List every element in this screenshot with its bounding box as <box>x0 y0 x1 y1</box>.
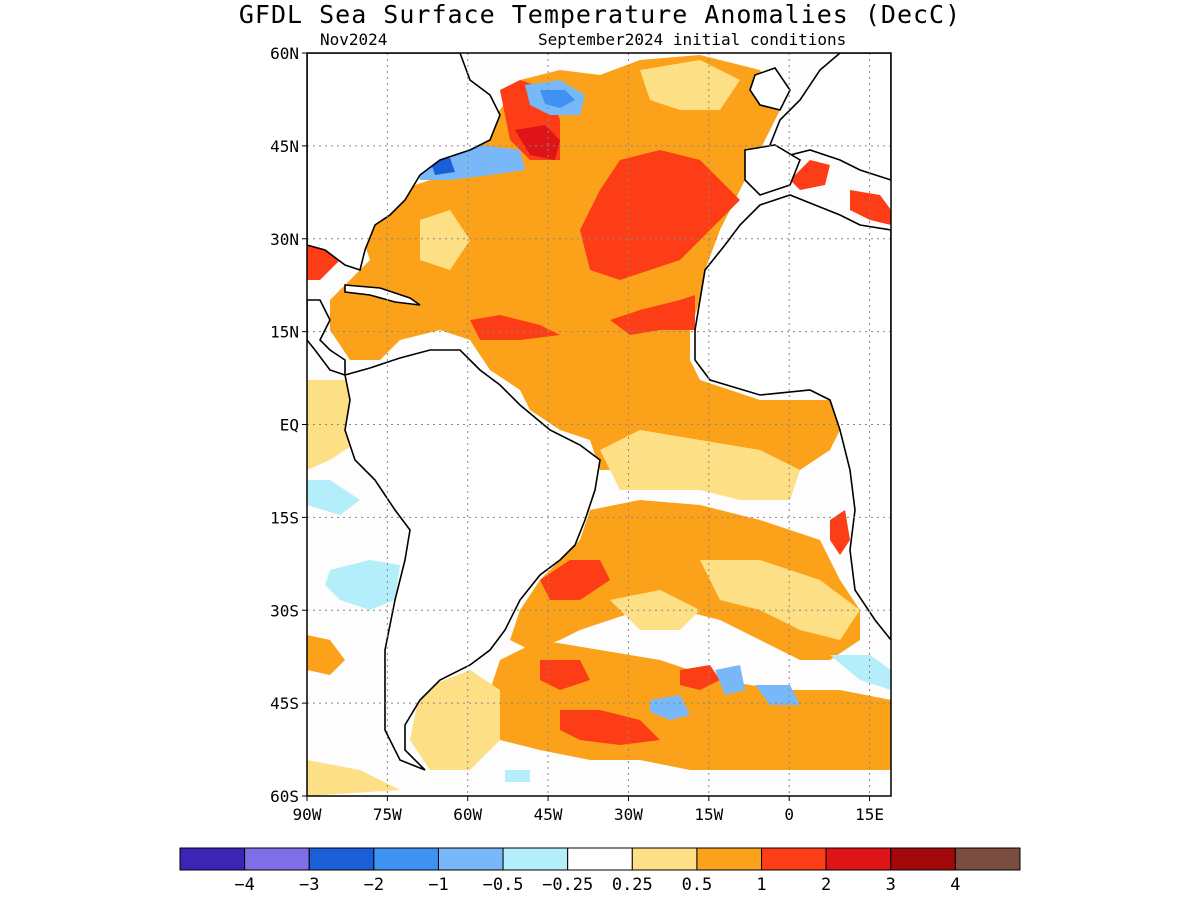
anomaly-region-orange-south <box>510 500 860 660</box>
anomaly-region-yellow-1 <box>600 430 800 500</box>
colorbar-label: 1 <box>756 875 766 895</box>
lat-tick-label: 45N <box>270 137 299 156</box>
colorbar-swatch <box>696 847 763 871</box>
initial-conditions: September2024 initial conditions <box>538 30 847 49</box>
colorbar: −4 −3 −2 −1 −0.5 −0.25 0.25 0.5 1 2 3 4 <box>179 847 1021 895</box>
lat-tick-label: 15S <box>270 508 299 527</box>
anomaly-region-cyan-4 <box>505 770 530 782</box>
anomaly-region-blue-3 <box>650 695 690 720</box>
colorbar-swatch <box>890 847 956 871</box>
colorbar-swatch <box>502 847 569 871</box>
anomaly-region-red-9 <box>830 510 850 555</box>
longitude-axis: 90W 75W 60W 45W 30W 15W 0 15E <box>293 796 884 824</box>
lon-tick-label: 30W <box>614 805 643 824</box>
colorbar-label: −1 <box>428 875 448 895</box>
colorbar-swatch <box>567 847 633 871</box>
lat-tick-label: EQ <box>280 416 299 435</box>
lat-tick-label: 45S <box>270 694 299 713</box>
anomaly-region-cyan-2 <box>307 480 360 515</box>
anomaly-region-yellow-4 <box>410 670 500 770</box>
anomaly-region-cyan-1 <box>325 560 400 610</box>
lon-tick-label: 75W <box>373 805 402 824</box>
colorbar-label: −3 <box>299 875 319 895</box>
land-iberia <box>744 144 801 196</box>
colorbar-swatch <box>954 847 1021 871</box>
lon-tick-label: 60W <box>453 805 482 824</box>
anomaly-region-red-5 <box>540 560 610 600</box>
lon-tick-label: 45W <box>534 805 563 824</box>
anomaly-region-red-11 <box>790 160 830 190</box>
land-south-america <box>344 349 601 771</box>
lon-tick-label: 15W <box>694 805 723 824</box>
anomaly-region-yellow-6 <box>640 60 740 110</box>
anomaly-region-blue-1-core <box>540 90 575 108</box>
colorbar-label: 0.5 <box>682 875 713 895</box>
colorbar-label: −2 <box>364 875 384 895</box>
lon-tick-label: 0 <box>784 805 794 824</box>
colorbar-swatch <box>825 847 892 871</box>
anomaly-region-red-1 <box>580 150 740 280</box>
anomaly-region-red-8 <box>680 665 720 690</box>
anomaly-region-red-10 <box>850 190 891 225</box>
anomaly-region-red-4 <box>610 295 695 335</box>
lat-tick-label: 60S <box>270 787 299 806</box>
colorbar-swatch <box>308 847 375 871</box>
coastlines <box>307 53 891 771</box>
land-central-america <box>307 299 346 377</box>
anomaly-region-yellow-5 <box>307 760 400 796</box>
lon-tick-label: 15E <box>855 805 884 824</box>
anomaly-region-cyan-3 <box>830 655 891 690</box>
anomaly-region-dark-red <box>515 125 560 160</box>
lat-tick-label: 60N <box>270 44 299 63</box>
anomaly-region-blue-4 <box>715 665 745 695</box>
anomaly-region-red-6 <box>540 660 590 690</box>
forecast-month: Nov2024 <box>320 30 388 49</box>
colorbar-swatch <box>179 847 246 871</box>
colorbar-swatch <box>244 847 310 871</box>
colorbar-label: −0.5 <box>483 875 524 895</box>
anomaly-region-yellow-3 <box>700 560 860 640</box>
anomaly-region-red-3 <box>470 315 560 340</box>
colorbar-label: −0.25 <box>542 875 593 895</box>
land-cuba <box>344 284 421 306</box>
colorbar-swatch <box>437 847 504 871</box>
lat-tick-label: 30N <box>270 230 299 249</box>
colorbar-label: −4 <box>234 875 254 895</box>
anomaly-region-red-7 <box>560 710 660 745</box>
chart-title: GFDL Sea Surface Temperature Anomalies (… <box>238 0 962 29</box>
colorbar-swatch <box>631 847 698 871</box>
colorbar-label: 3 <box>886 875 896 895</box>
land-africa <box>694 194 891 642</box>
lat-tick-label: 30S <box>270 601 299 620</box>
colorbar-label: 4 <box>950 875 960 895</box>
latitude-axis: 60N 45N 30N 15N EQ 15S 30S 45S 60S <box>270 44 307 806</box>
lat-tick-label: 15N <box>270 323 299 342</box>
colorbar-swatch <box>761 847 827 871</box>
lon-tick-label: 90W <box>293 805 322 824</box>
anomaly-region-yellow-7 <box>420 210 470 270</box>
graticule <box>307 53 891 796</box>
colorbar-label: 0.25 <box>612 875 653 895</box>
colorbar-swatch <box>373 847 439 871</box>
land-british-isles <box>749 67 791 111</box>
colorbar-label: 2 <box>821 875 831 895</box>
land-north-america <box>307 53 501 272</box>
anomaly-field <box>307 53 891 796</box>
anomaly-region-pacific-orange <box>307 635 345 675</box>
